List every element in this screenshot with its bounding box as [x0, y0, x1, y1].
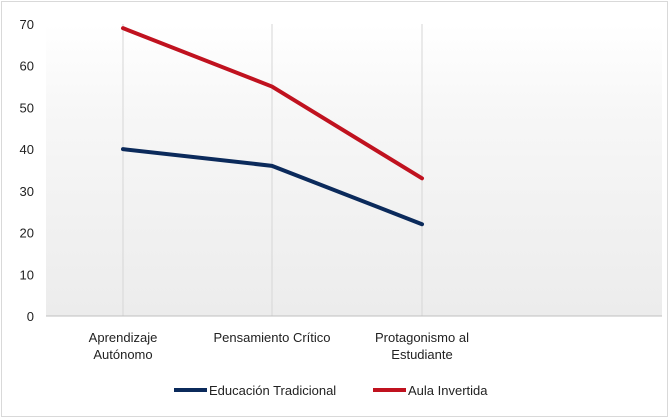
x-category-label: Aprendizaje Autónomo [89, 330, 158, 362]
x-category-label: Protagonismo al Estudiante [375, 330, 469, 362]
plot-area [46, 24, 662, 316]
x-category-label: Pensamiento Crítico [213, 330, 330, 345]
y-tick-label: 0 [27, 309, 34, 324]
y-tick-label: 10 [20, 267, 34, 282]
y-tick-label: 50 [20, 100, 34, 115]
y-tick-label: 40 [20, 142, 34, 157]
legend-label: Aula Invertida [408, 383, 488, 398]
y-tick-label: 60 [20, 59, 34, 74]
legend-label: Educación Tradicional [209, 383, 336, 398]
y-tick-label: 70 [20, 17, 34, 32]
y-tick-label: 20 [20, 226, 34, 241]
y-tick-label: 30 [20, 184, 34, 199]
